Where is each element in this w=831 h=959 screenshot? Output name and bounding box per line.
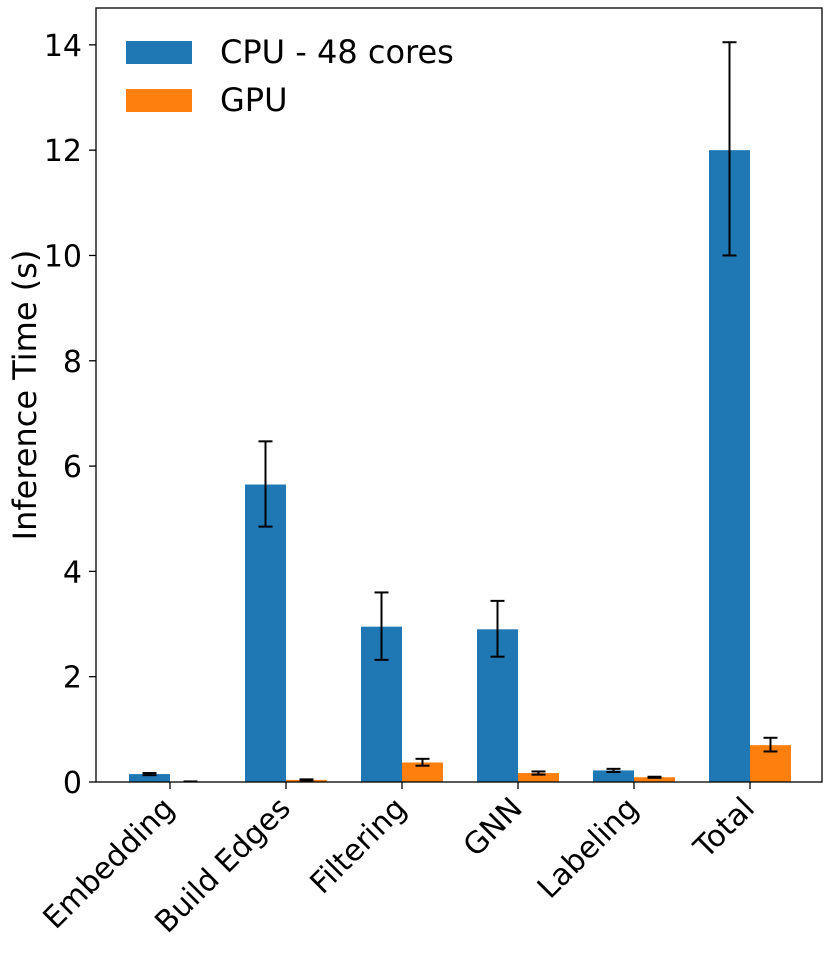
errorbar-cpu-48-cores-filtering	[374, 591, 389, 661]
y-axis: 0 2 4 6 8 10 12 14	[44, 29, 96, 801]
legend-swatch	[126, 89, 192, 112]
y-tick-label: 4	[63, 555, 82, 590]
errorbar-cpu-48-cores-build-edges	[258, 440, 273, 528]
bars-group	[129, 150, 791, 782]
bar-gpu-labeling	[634, 777, 675, 782]
y-tick-label: 2	[63, 661, 82, 696]
legend-label: GPU	[220, 81, 288, 119]
errorbar-gpu-labeling	[647, 775, 662, 779]
y-tick-label: 0	[63, 766, 82, 801]
plot-frame	[95, 7, 823, 783]
y-tick-label: 8	[63, 345, 82, 380]
bar-cpu-48-cores-labeling	[593, 770, 634, 782]
errorbar-gpu-gnn	[531, 770, 546, 776]
bar-gpu-filtering	[402, 762, 443, 782]
errorbar-gpu-filtering	[415, 757, 430, 767]
legend-swatch	[126, 41, 192, 64]
errorbar-cpu-48-cores-total	[722, 41, 737, 257]
errorbar-gpu-total	[763, 736, 778, 753]
y-tick-label: 10	[44, 239, 82, 274]
errorbar-gpu-build-edges	[299, 778, 314, 782]
y-tick-label: 6	[63, 450, 82, 485]
y-axis-title: Inference Time (s)	[6, 250, 44, 541]
errorbar-cpu-48-cores-labeling	[606, 767, 621, 773]
errorbar-cpu-48-cores-embedding	[142, 772, 157, 777]
y-tick-label: 12	[44, 134, 82, 169]
bar-gpu-gnn	[518, 773, 559, 782]
legend-label: CPU - 48 cores	[220, 33, 454, 71]
bar-cpu-48-cores-build-edges	[245, 484, 286, 782]
errorbar-cpu-48-cores-gnn	[490, 599, 505, 658]
legend: CPU - 48 cores GPU	[126, 33, 454, 119]
y-tick-label: 14	[44, 29, 82, 64]
bar-cpu-48-cores-embedding	[129, 774, 170, 782]
